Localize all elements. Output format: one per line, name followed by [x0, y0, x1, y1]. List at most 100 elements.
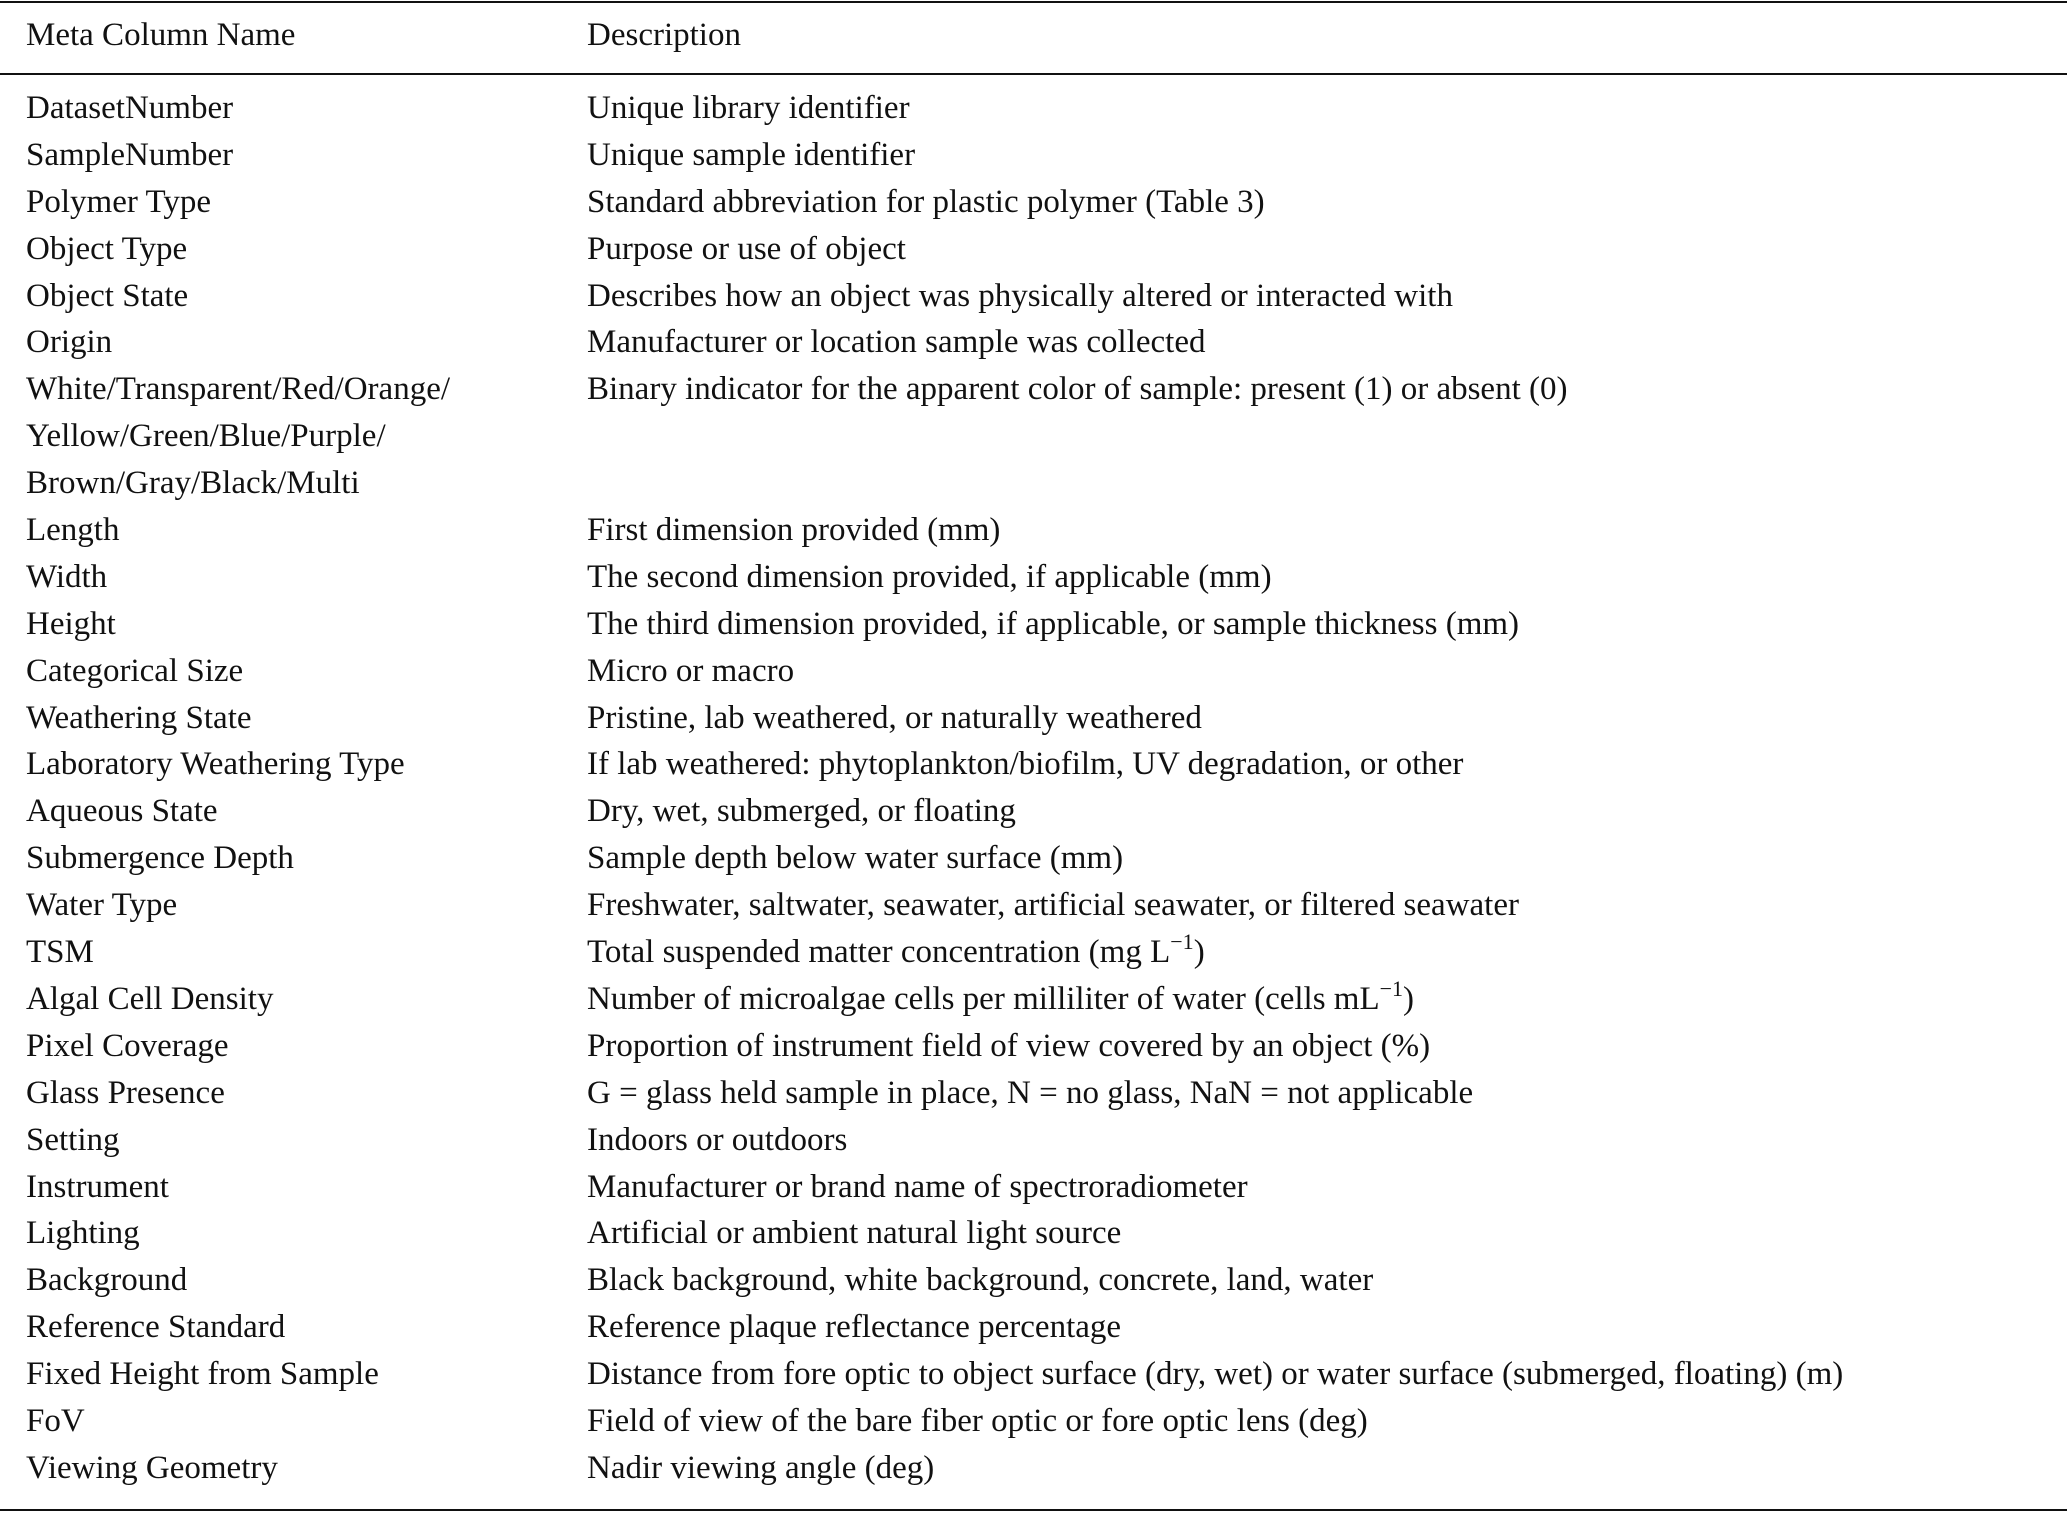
table-row: Fixed Height from Sample Distance from fo… — [0, 1351, 2067, 1398]
description-text: Freshwater, saltwater, seawater, artific… — [587, 887, 1519, 924]
description: The third dimension provided, if applica… — [587, 601, 1519, 648]
description: Binary indicator for the apparent color … — [587, 366, 1567, 413]
table-row: Height The third dimension provided, if a… — [0, 601, 2067, 648]
meta-column-name: Glass Presence — [26, 1070, 225, 1117]
description: Standard abbreviation for plastic polyme… — [587, 179, 1265, 226]
description: Number of microalgae cells per millilite… — [587, 976, 1414, 1023]
table-row: Polymer Type Standard abbreviation for pl… — [0, 179, 2067, 226]
meta-column-name-line: Yellow/Green/Blue/Purple/ — [26, 418, 386, 455]
description: Total suspended matter concentration (mg… — [587, 929, 1205, 976]
meta-column-name-line: Instrument — [26, 1168, 169, 1205]
table-row: FoV Field of view of the bare fiber optic… — [0, 1398, 2067, 1445]
description: Purpose or use of object — [587, 226, 906, 273]
description: Reference plaque reflectance percentage — [587, 1304, 1121, 1351]
table-row: Object Type Purpose or use of object — [0, 226, 2067, 273]
meta-column-name-line: Submergence Depth — [26, 840, 294, 877]
table-row: SampleNumber Unique sample identifier — [0, 132, 2067, 179]
description: Field of view of the bare fiber optic or… — [587, 1398, 1368, 1445]
meta-column-name-line: Water Type — [26, 887, 178, 924]
meta-column-name: DatasetNumber — [26, 85, 233, 132]
meta-column-name-line: DatasetNumber — [26, 90, 234, 126]
description-text: If lab weathered: phytoplankton/biofilm,… — [587, 746, 1464, 783]
table-header: Meta Column Name Description — [0, 12, 2067, 59]
meta-column-name-line: Aqueous State — [26, 793, 218, 830]
meta-column-name: Categorical Size — [26, 648, 243, 695]
meta-column-name-line: Polymer Type — [26, 183, 211, 220]
description-text: Total suspended matter concentration (mg… — [587, 934, 1171, 971]
description-tail: ) — [1403, 980, 1415, 1017]
description: Pristine, lab weathered, or naturally we… — [587, 695, 1202, 742]
description: The second dimension provided, if applic… — [587, 554, 1272, 601]
meta-column-name: Algal Cell Density — [26, 976, 273, 1023]
description-text: Dry, wet, submerged, or floating — [587, 793, 1016, 830]
description-text: Nadir viewing angle (deg) — [587, 1449, 935, 1486]
description-text: Proportion of instrument field of view c… — [587, 1027, 1431, 1064]
description-text: First dimension provided (mm) — [587, 512, 1001, 549]
meta-column-name: White/Transparent/Red/Orange/Yellow/Gree… — [26, 366, 450, 507]
meta-column-name: TSM — [26, 929, 94, 976]
unit-exponent: −1 — [1170, 929, 1194, 955]
description-text: Black background, white background, conc… — [587, 1262, 1374, 1299]
meta-column-name-line: Setting — [26, 1121, 120, 1158]
meta-column-name: Object State — [26, 273, 188, 320]
description: G = glass held sample in place, N = no g… — [587, 1070, 1473, 1117]
table-row: DatasetNumber Unique library identifier — [0, 85, 2067, 132]
description: Describes how an object was physically a… — [587, 273, 1453, 320]
meta-column-name-line: Algal Cell Density — [26, 980, 274, 1017]
header-description: Description — [587, 17, 741, 53]
table-row: Instrument Manufacturer or brand name of … — [0, 1164, 2067, 1211]
description-text: Binary indicator for the apparent color … — [587, 371, 1568, 408]
description: Sample depth below water surface (mm) — [587, 835, 1123, 882]
meta-column-name-line: Origin — [26, 324, 113, 361]
table-row: Background Black background, white backgr… — [0, 1257, 2067, 1304]
meta-column-name-line: Reference Standard — [26, 1309, 286, 1346]
meta-column-name-line: Brown/Gray/Black/Multi — [26, 465, 360, 502]
meta-column-name: Height — [26, 601, 116, 648]
table-row: Reference Standard Reference plaque refle… — [0, 1304, 2067, 1351]
description: Unique sample identifier — [587, 132, 915, 179]
meta-column-name: Water Type — [26, 882, 177, 929]
description-text: Describes how an object was physically a… — [587, 277, 1453, 314]
meta-column-name-line: Object Type — [26, 230, 188, 267]
meta-column-name: Polymer Type — [26, 179, 211, 226]
description: First dimension provided (mm) — [587, 507, 1000, 554]
meta-column-name: Object Type — [26, 226, 187, 273]
description: If lab weathered: phytoplankton/biofilm,… — [587, 741, 1463, 788]
meta-column-name: Viewing Geometry — [26, 1445, 278, 1492]
description: Artificial or ambient natural light sour… — [587, 1210, 1121, 1257]
unit-exponent: −1 — [1379, 975, 1404, 1001]
table-row: White/Transparent/Red/Orange/Yellow/Gree… — [0, 366, 2067, 507]
meta-column-name-line: Pixel Coverage — [26, 1027, 229, 1064]
description-text: Standard abbreviation for plastic polyme… — [587, 183, 1265, 220]
description: Freshwater, saltwater, seawater, artific… — [587, 882, 1519, 929]
meta-column-name-line: White/Transparent/Red/Orange/ — [26, 371, 451, 408]
meta-column-name: Lighting — [26, 1210, 140, 1257]
meta-column-name: Submergence Depth — [26, 835, 294, 882]
description-text: Artificial or ambient natural light sour… — [587, 1215, 1122, 1252]
description: Indoors or outdoors — [587, 1117, 847, 1164]
meta-column-name-line: Weathering State — [26, 699, 252, 736]
meta-column-name-line: Length — [26, 512, 120, 549]
meta-column-name: Pixel Coverage — [26, 1023, 229, 1070]
meta-column-name: Laboratory Weathering Type — [26, 741, 405, 788]
meta-column-name-line: SampleNumber — [26, 136, 234, 173]
meta-column-name-line: Object State — [26, 277, 189, 314]
table-row: Lighting Artificial or ambient natural li… — [0, 1210, 2067, 1257]
meta-column-name-line: Width — [26, 558, 108, 595]
description-text: The third dimension provided, if applica… — [587, 605, 1520, 642]
header-meta-column-name: Meta Column Name — [26, 17, 296, 53]
description: Unique library identifier — [587, 85, 910, 132]
meta-column-name: Aqueous State — [26, 788, 218, 835]
description: Manufacturer or brand name of spectrorad… — [587, 1164, 1248, 1211]
meta-column-name-line: Lighting — [26, 1215, 140, 1252]
description-text: The second dimension provided, if applic… — [587, 558, 1272, 595]
table-header-rule — [0, 73, 2067, 75]
table-row: Length First dimension provided (mm) — [0, 507, 2067, 554]
table-row: Aqueous State Dry, wet, submerged, or flo… — [0, 788, 2067, 835]
meta-column-name: Instrument — [26, 1164, 169, 1211]
meta-column-name: FoV — [26, 1398, 85, 1445]
meta-column-name-line: TSM — [26, 934, 94, 971]
table-row: Width The second dimension provided, if a… — [0, 554, 2067, 601]
table-row: Glass Presence G = glass held sample in p… — [0, 1070, 2067, 1117]
description-text: Indoors or outdoors — [587, 1121, 848, 1158]
